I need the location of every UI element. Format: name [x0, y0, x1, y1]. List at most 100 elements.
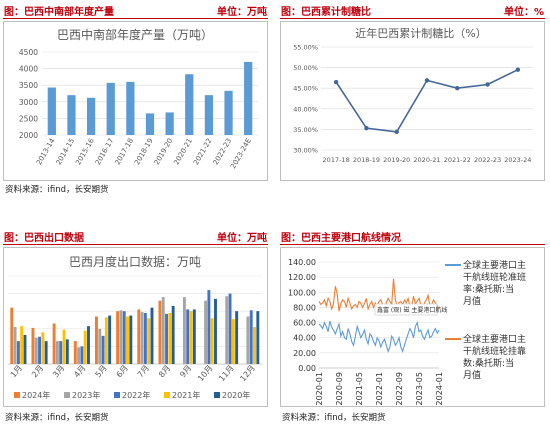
bar	[94, 316, 98, 364]
legend-swatch	[214, 392, 220, 398]
bar	[256, 311, 260, 364]
legend-label: 2023年	[72, 390, 100, 400]
x-tick-label: 4月	[72, 364, 87, 380]
y-tick-label: 55.00%	[293, 44, 318, 52]
bar	[52, 323, 56, 364]
bar	[34, 337, 38, 364]
bar	[231, 319, 235, 364]
x-tick-label: 8月	[157, 364, 172, 380]
bar	[249, 310, 253, 364]
bar	[235, 311, 239, 364]
x-tick-label: 11月	[217, 364, 236, 384]
annotation-text: 鑫富 (观) 磁 主要港口航线	[377, 306, 447, 314]
bar	[62, 329, 66, 364]
bar	[98, 328, 102, 364]
y-tick-label: 2000	[19, 131, 38, 140]
chart-frame: 0.00 20.00 40.00 60.00 80.00 100.00 120.00 140.…	[280, 247, 545, 407]
bar	[145, 113, 155, 135]
panel-header: 图：巴西主要港口航线情况	[280, 228, 545, 245]
legend-label: 全球主要港口主干航线班轮挂靠数:桑托斯:当月值	[463, 333, 526, 381]
ports-line-chart: 0.00 20.00 40.00 60.00 80.00 100.00 120.00 140.…	[288, 258, 526, 405]
legend-swatch	[164, 392, 170, 398]
chart-title: 巴西中南部年度产量（万吨）	[57, 27, 213, 42]
header-prefix: 图：	[4, 7, 24, 18]
source-note: 资料来源：ifind，长安期货	[282, 413, 386, 423]
bar	[246, 316, 250, 364]
y-tick-label: 3500	[19, 81, 38, 90]
bar	[65, 339, 69, 364]
source-note: 资料来源：ifind，长安期货	[5, 185, 109, 195]
data-point	[424, 78, 430, 83]
x-tick-label: 2020-09	[335, 372, 344, 405]
x-tick-label: 2022-09	[395, 372, 404, 405]
bar	[129, 315, 133, 364]
bar	[137, 309, 141, 364]
bar	[171, 305, 175, 364]
data-point	[485, 82, 490, 87]
x-tick-label: 9月	[178, 364, 193, 380]
y-tick-label: 30.00%	[293, 147, 318, 155]
data-point	[455, 86, 460, 91]
header-prefix: 图：	[281, 233, 301, 244]
bar	[147, 318, 151, 364]
y-tick-label: 20.00	[293, 349, 316, 358]
y-tick-label: 100.00	[288, 288, 316, 297]
chart-frame: 近年巴西累计制糖比（%） 30.00% 35.00% 40.00% 45.00% 50.0…	[280, 21, 545, 181]
y-tick-label: 4500	[19, 48, 38, 57]
panel-header: 图：巴西中南部年度产量 单位：万吨	[3, 2, 268, 19]
bar	[210, 318, 214, 364]
bar	[10, 307, 14, 364]
panel-header: 图：巴西累计制糖比 单位：%	[280, 2, 545, 19]
y-tick-label: 50.00%	[293, 64, 318, 72]
bar	[158, 300, 162, 364]
header-title: 巴西累计制糖比	[301, 7, 371, 18]
production-bar-chart: 巴西中南部年度产量（万吨） 2000 2500 3000 3500 4000 4500 201…	[19, 27, 258, 170]
x-tick-label: 2013-14	[35, 137, 57, 167]
chart-frame: 巴西月度出口数据：万吨 1月 2月 3月 4月 5月 6月 7月 8月 9月 10月 11月 12月 20…	[3, 247, 268, 407]
bar	[38, 336, 42, 364]
chart-title: 巴西月度出口数据：万吨	[69, 254, 201, 269]
x-tick-label: 2019-20	[153, 137, 175, 166]
y-tick-label: 45.00%	[293, 85, 318, 93]
exports-bar-chart: 巴西月度出口数据：万吨 1月 2月 3月 4月 5月 6月 7月 8月 9月 10月 11月 12月 20…	[8, 254, 262, 400]
bar	[168, 312, 172, 364]
x-tick-label: 2023-05	[415, 372, 424, 405]
header-unit: 单位：%	[503, 7, 544, 18]
bar	[207, 290, 211, 364]
bar	[83, 330, 87, 364]
header-unit: 单位：万吨	[217, 7, 267, 18]
data-point	[515, 67, 521, 72]
bar	[86, 97, 96, 135]
bar	[165, 112, 174, 135]
x-tick-label: 2022-23	[212, 137, 234, 166]
header-prefix: 图：	[4, 233, 24, 244]
y-tick-label: 35.00%	[293, 126, 318, 134]
bar	[224, 90, 233, 135]
x-tick-label: 2024-01	[435, 372, 444, 405]
data-point	[394, 129, 399, 135]
bar	[119, 310, 123, 364]
bar	[126, 81, 135, 135]
x-tick-label: 2018-19	[353, 156, 380, 164]
x-tick-label: 2020-21	[413, 156, 440, 164]
x-tick-label: 2017-18	[323, 156, 350, 164]
legend-label: 2022年	[122, 390, 150, 400]
x-tick-label: 6月	[115, 364, 130, 380]
bar	[104, 317, 108, 364]
x-tick-label: 2021-22	[444, 156, 471, 164]
bar	[23, 334, 27, 364]
bar	[20, 326, 24, 364]
x-tick-label: 2018-19	[133, 137, 155, 166]
legend-label: 全球主要港口主干航线班轮准班率:桑托斯:当月值	[463, 259, 526, 307]
bar	[87, 326, 90, 364]
x-tick-label: 2022-01	[375, 372, 384, 405]
x-tick-label: 2017-18	[114, 137, 136, 166]
y-tick-label: 40.00%	[293, 105, 318, 113]
source-note: 资料来源：ifind，长安期货	[5, 413, 109, 423]
bar	[189, 311, 193, 364]
y-tick-label: 4000	[19, 65, 38, 74]
bar	[253, 327, 256, 364]
panel-sugar-mix: 图：巴西累计制糖比 单位：% 近年巴西累计制糖比（%） 30.00% 35.00% 4…	[280, 2, 545, 197]
bar	[225, 296, 229, 364]
bar	[204, 300, 208, 364]
